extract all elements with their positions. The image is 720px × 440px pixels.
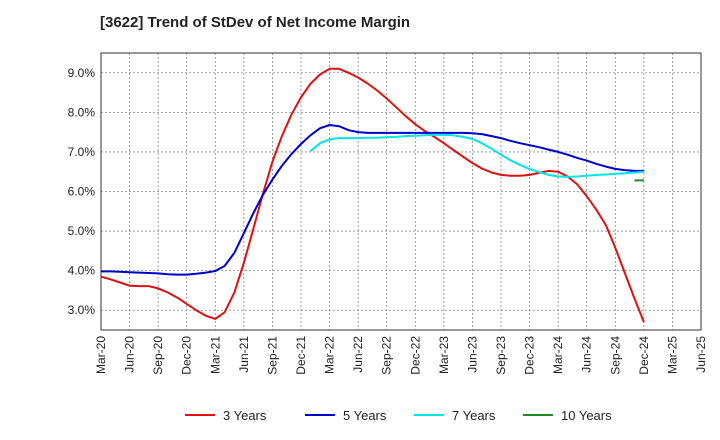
x-tick-label: Sep-21 <box>265 336 279 375</box>
x-tick-label: Mar-23 <box>437 336 451 374</box>
x-tick-label: Mar-25 <box>665 336 679 374</box>
legend-label: 5 Years <box>343 408 387 423</box>
x-tick-label: Jun-23 <box>465 336 479 373</box>
x-tick-label: Mar-20 <box>94 336 108 374</box>
x-tick-label: Sep-23 <box>494 336 508 375</box>
x-tick-label: Jun-24 <box>580 336 594 373</box>
x-tick-label: Mar-22 <box>323 336 337 374</box>
y-tick-label: 4.0% <box>68 264 96 278</box>
plot-border <box>100 52 702 331</box>
y-tick-label: 9.0% <box>68 66 96 80</box>
y-tick-label: 6.0% <box>68 185 96 199</box>
series-line <box>100 67 645 323</box>
x-tick-label: Jun-21 <box>237 336 251 373</box>
x-tick-label: Mar-21 <box>208 336 222 374</box>
x-tick-label: Dec-20 <box>180 336 194 375</box>
legend-label: 7 Years <box>452 408 496 423</box>
y-tick-label: 7.0% <box>68 145 96 159</box>
x-tick-label: Jun-22 <box>351 336 365 373</box>
x-tick-label: Dec-22 <box>408 336 422 375</box>
x-tick-label: Dec-21 <box>294 336 308 375</box>
series-line <box>101 124 644 276</box>
x-tick-label: Jun-25 <box>694 336 708 373</box>
legend-label: 3 Years <box>223 408 267 423</box>
x-tick-label: Dec-24 <box>637 336 651 375</box>
x-tick-label: Jun-20 <box>123 336 137 373</box>
x-tick-label: Sep-24 <box>608 336 622 375</box>
legend-label: 10 Years <box>561 408 612 423</box>
y-tick-label: 5.0% <box>68 224 96 238</box>
series-line <box>309 133 644 178</box>
x-tick-label: Sep-20 <box>151 336 165 375</box>
chart-title: [3622] Trend of StDev of Net Income Marg… <box>100 14 411 31</box>
x-tick-label: Sep-22 <box>380 336 394 375</box>
y-tick-label: 3.0% <box>68 303 96 317</box>
x-tick-label: Dec-23 <box>523 336 537 375</box>
y-tick-label: 8.0% <box>68 105 96 119</box>
x-tick-label: Mar-24 <box>551 336 565 374</box>
